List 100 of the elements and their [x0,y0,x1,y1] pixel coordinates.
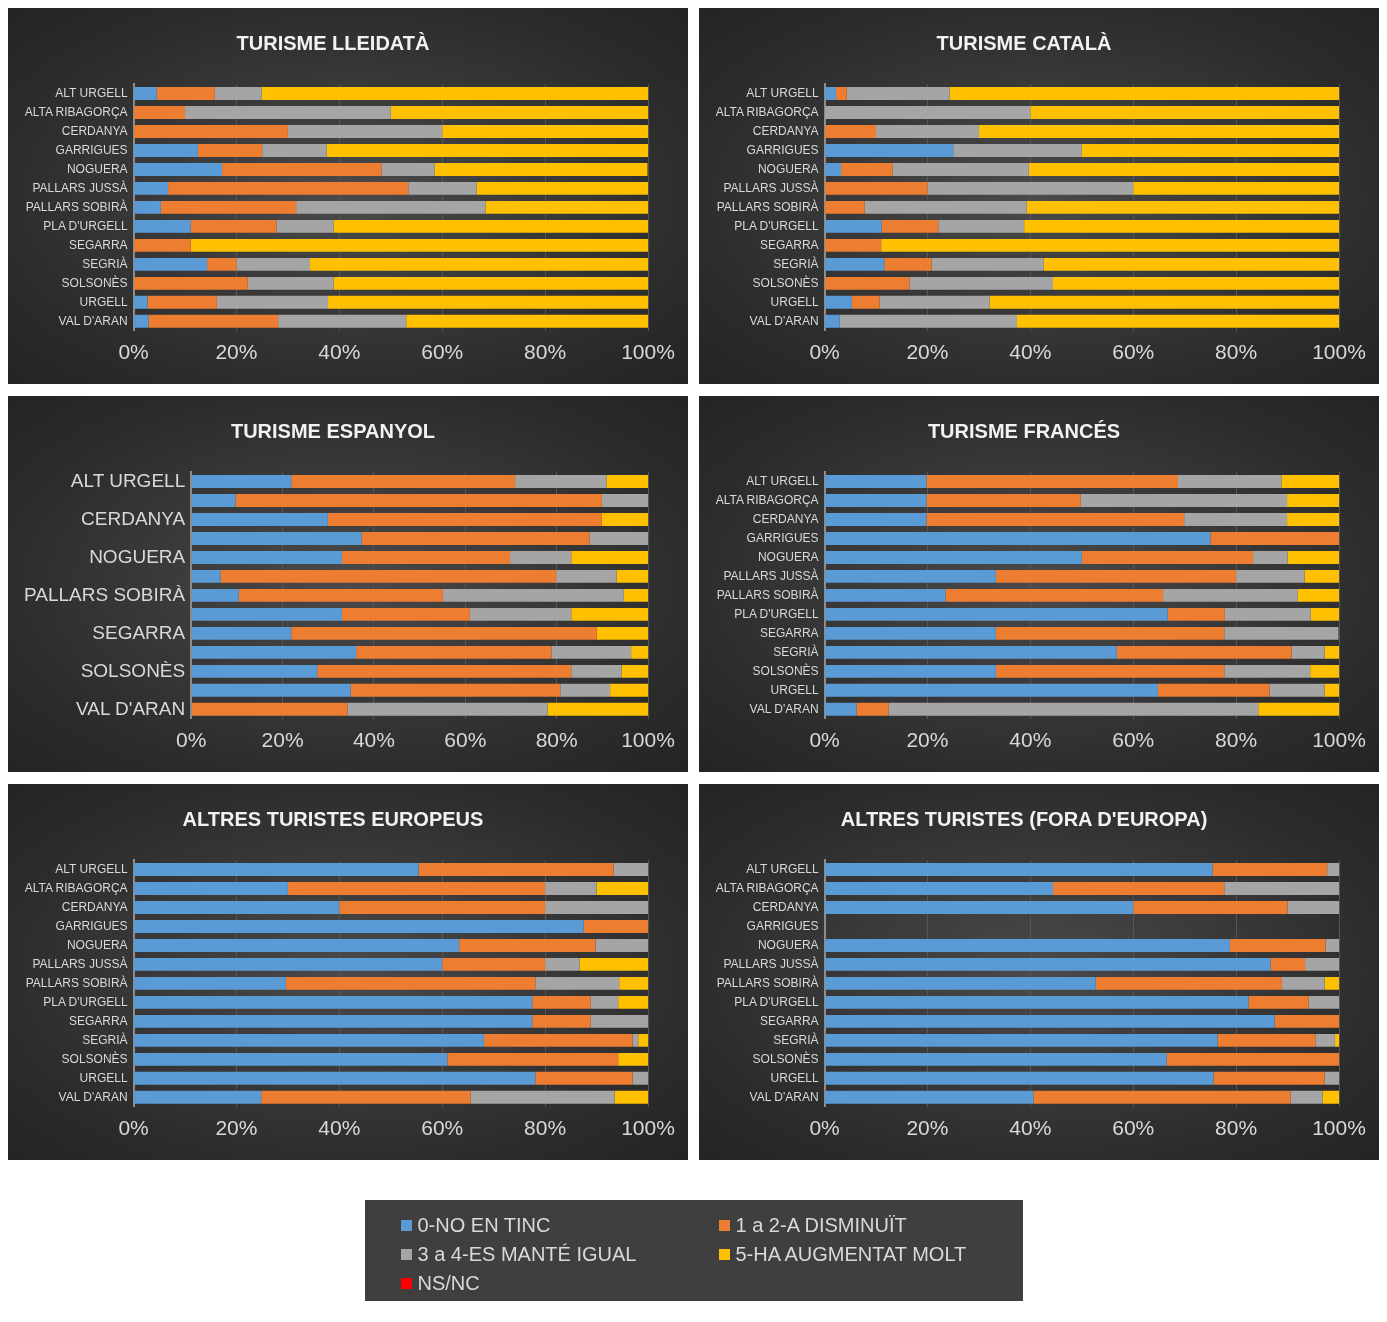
y-tick-label: GARRIGUES [746,142,819,157]
bar [1334,1033,1339,1047]
bar [1322,1090,1339,1104]
bar [191,494,236,507]
bar [556,569,617,583]
bar [825,683,1158,697]
bar [134,976,286,990]
bar [134,995,533,1009]
bar [134,1014,533,1028]
bar [547,702,648,716]
x-tick-label: 20% [906,728,949,752]
y-tick-label: SEGARRA [759,625,819,640]
bar [1224,664,1311,678]
bar [1213,1071,1325,1085]
bar [1304,569,1339,583]
bar [825,314,840,328]
bar [825,1090,1034,1104]
bar [341,550,511,564]
bar [825,494,927,507]
bar [560,683,611,697]
bar [825,200,865,214]
y-tick-label: SEGARRA [68,1013,128,1028]
bar [262,143,327,157]
bar [892,162,1029,176]
y-tick-label: SOLSONÈS [752,662,819,678]
bar [1324,645,1339,659]
bar [1224,607,1311,621]
bar [390,106,648,119]
bar [1290,1090,1323,1104]
y-tick-label: ALT URGELL [55,85,128,100]
bar [515,475,607,488]
bar [470,1090,615,1104]
y-tick-label: URGELL [770,1070,819,1085]
bar [1310,664,1339,678]
bar [835,87,847,100]
y-tick-label: CERDANYA [752,899,819,914]
bar [442,125,648,138]
y-tick-label: ALTA RIBAGORÇA [715,880,819,895]
bar [825,531,1211,545]
x-tick-label: 60% [421,1116,464,1140]
bar [134,181,169,195]
y-tick-label: CERDANYA [752,123,819,138]
bar [618,995,648,1009]
x-tick-label: 60% [1112,728,1155,752]
y-tick-label: SOLSONÈS [61,274,128,290]
bar [938,219,1025,233]
y-tick-label: ALTA RIBAGORÇA [24,880,128,895]
x-tick-label: 80% [1215,728,1258,752]
bar [595,938,648,952]
bar [317,664,572,678]
bar [328,295,648,309]
bar [841,162,893,176]
x-tick-label: 0% [809,1116,840,1140]
y-tick-label: ALTA RIBAGORÇA [715,492,819,507]
bar [134,276,248,290]
x-tick-label: 20% [906,340,949,364]
x-tick-label: 80% [524,340,567,364]
bar [978,125,1339,138]
bar [825,863,1213,876]
bar [825,882,1053,895]
bar [191,588,239,602]
y-tick-label: PLA D'URGELL [734,606,819,621]
bar [614,1090,648,1104]
bar [1167,607,1225,621]
bar [287,882,546,895]
bar [191,664,318,678]
bar [1033,1090,1291,1104]
x-tick-label: 80% [524,1116,567,1140]
bar [1305,957,1339,971]
bar [825,702,857,716]
bar [825,976,1096,990]
x-tick-label: 0% [809,728,840,752]
bar [881,219,939,233]
bar [995,664,1225,678]
bar [134,1071,536,1085]
bar [1324,1071,1339,1085]
bar [406,314,648,328]
bar [278,314,407,328]
bar [1297,588,1339,602]
bar [191,569,221,583]
bar [185,106,391,119]
y-tick-label: URGELL [770,294,819,309]
bar [825,626,996,640]
bar [596,626,648,640]
bar [442,588,624,602]
bar [235,494,602,507]
bar [1026,200,1339,214]
bar [190,219,277,233]
legend-label: 3 a 4-ES MANTÉ IGUAL [417,1243,637,1266]
y-tick-label: VAL D'ARAN [58,313,128,328]
y-tick-label: SEGARRA [759,237,819,252]
bar [856,702,889,716]
bar [1166,1052,1339,1066]
bar [949,87,1339,100]
bar [356,645,552,659]
chart-title: ALTRES TURISTES EUROPEUS [182,807,484,830]
y-tick-label: SEGRIÀ [773,255,819,271]
bar [995,569,1237,583]
bar [134,863,419,876]
bar [825,938,1230,952]
